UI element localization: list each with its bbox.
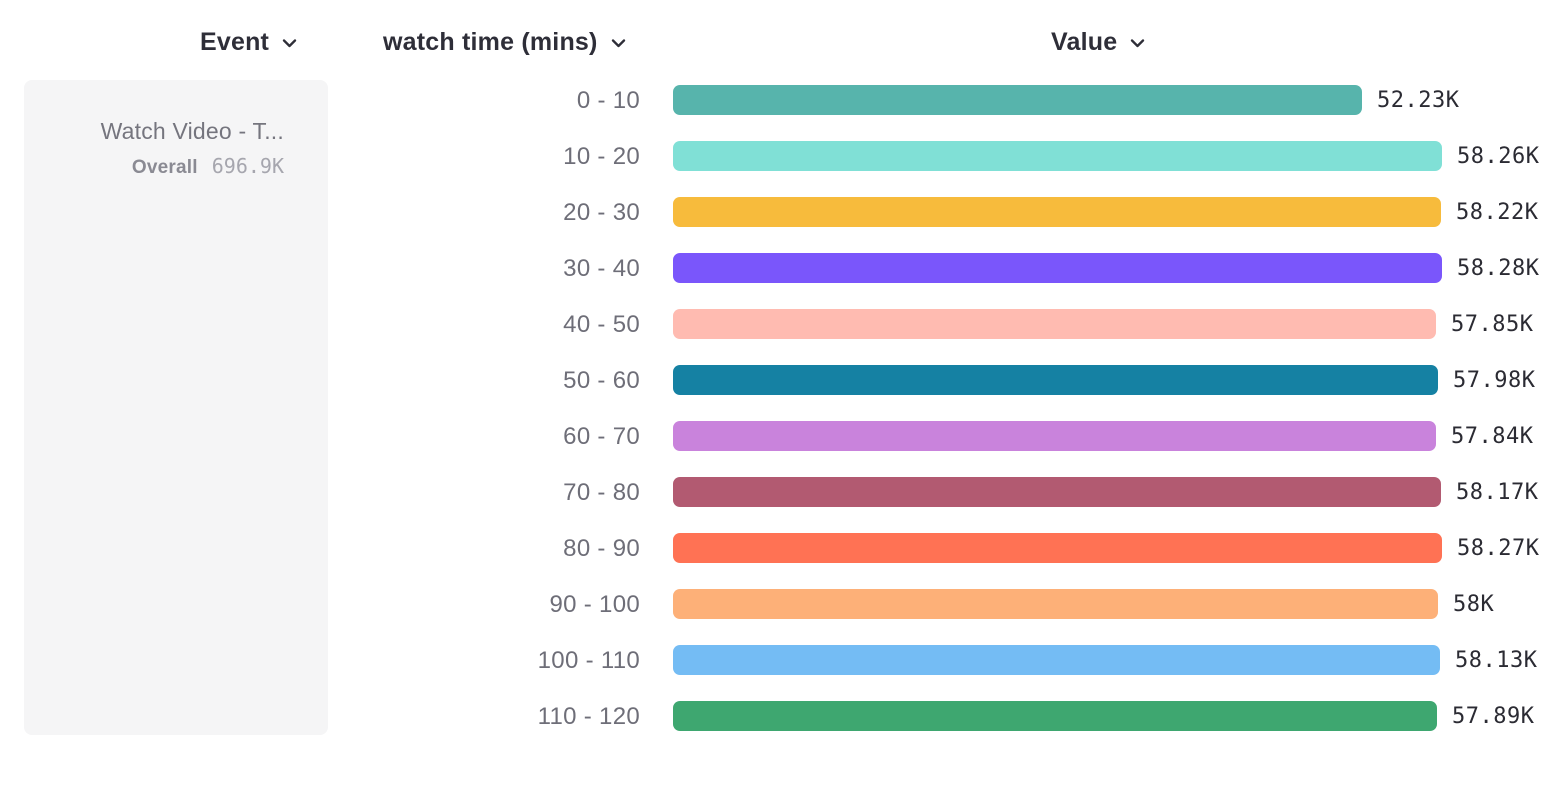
- category-label: 20 - 30: [563, 199, 640, 226]
- chart-row: 90 - 100 58K: [0, 589, 1568, 619]
- chart-row: 0 - 10 52.23K: [0, 85, 1568, 115]
- watch-time-column-label: watch time (mins): [383, 27, 598, 56]
- value-label: 58.13K: [1455, 648, 1538, 673]
- value-label: 58K: [1453, 592, 1495, 617]
- chart-row: 40 - 50 57.85K: [0, 309, 1568, 339]
- chart-row: 100 - 110 58.13K: [0, 645, 1568, 675]
- event-overall-row: Overall 696.9K: [44, 154, 284, 179]
- category-label: 70 - 80: [563, 479, 640, 506]
- value-label: 58.27K: [1457, 536, 1540, 561]
- value-bar[interactable]: [673, 701, 1437, 731]
- overall-value: 696.9K: [211, 154, 284, 178]
- chart-row: 80 - 90 58.27K: [0, 533, 1568, 563]
- category-label: 90 - 100: [549, 591, 640, 618]
- value-label: 57.85K: [1451, 312, 1534, 337]
- value-label: 57.89K: [1452, 704, 1535, 729]
- event-panel: Watch Video - T... Overall 696.9K: [24, 80, 328, 735]
- chart-row: 110 - 120 57.89K: [0, 701, 1568, 731]
- value-column-dropdown[interactable]: Value: [1051, 26, 1145, 58]
- category-label: 0 - 10: [576, 87, 640, 114]
- event-name: Watch Video - T...: [100, 118, 284, 144]
- value-label: 57.84K: [1451, 424, 1534, 449]
- event-column-label: Event: [200, 27, 270, 56]
- value-bar[interactable]: [673, 365, 1438, 395]
- event-column-dropdown[interactable]: Event: [200, 26, 297, 58]
- category-label: 40 - 50: [563, 311, 640, 338]
- category-label: 60 - 70: [563, 423, 640, 450]
- category-label: 50 - 60: [563, 367, 640, 394]
- chevron-down-icon: [1130, 39, 1145, 48]
- watch-time-column-dropdown[interactable]: watch time (mins): [383, 26, 626, 58]
- category-label: 110 - 120: [537, 703, 640, 730]
- category-label: 80 - 90: [563, 535, 640, 562]
- chart-row: 30 - 40 58.28K: [0, 253, 1568, 283]
- chart-row: 10 - 20 58.26K: [0, 141, 1568, 171]
- value-bar[interactable]: [673, 253, 1442, 283]
- category-label: 10 - 20: [563, 143, 640, 170]
- value-column-label: Value: [1051, 27, 1118, 56]
- chart-row: 50 - 60 57.98K: [0, 365, 1568, 395]
- value-label: 57.98K: [1453, 368, 1536, 393]
- category-label: 100 - 110: [537, 647, 640, 674]
- chart-row: 70 - 80 58.17K: [0, 477, 1568, 507]
- value-bar[interactable]: [673, 85, 1362, 115]
- value-bar[interactable]: [673, 477, 1441, 507]
- category-label: 30 - 40: [563, 255, 640, 282]
- value-bar[interactable]: [673, 421, 1436, 451]
- value-bar[interactable]: [673, 533, 1442, 563]
- value-label: 58.22K: [1456, 200, 1539, 225]
- value-label: 58.28K: [1457, 256, 1540, 281]
- value-label: 58.26K: [1457, 144, 1540, 169]
- value-bar[interactable]: [673, 141, 1442, 171]
- overall-label: Overall: [131, 157, 198, 178]
- value-bar[interactable]: [673, 197, 1441, 227]
- value-bar[interactable]: [673, 589, 1438, 619]
- value-bar[interactable]: [673, 645, 1440, 675]
- value-bar[interactable]: [673, 309, 1436, 339]
- chart-row: 20 - 30 58.22K: [0, 197, 1568, 227]
- value-label: 58.17K: [1456, 480, 1539, 505]
- chevron-down-icon: [611, 39, 626, 48]
- chevron-down-icon: [282, 39, 297, 48]
- chart-row: 60 - 70 57.84K: [0, 421, 1568, 451]
- value-label: 52.23K: [1377, 88, 1460, 113]
- event-list-item[interactable]: Watch Video - T... Overall 696.9K: [24, 80, 328, 179]
